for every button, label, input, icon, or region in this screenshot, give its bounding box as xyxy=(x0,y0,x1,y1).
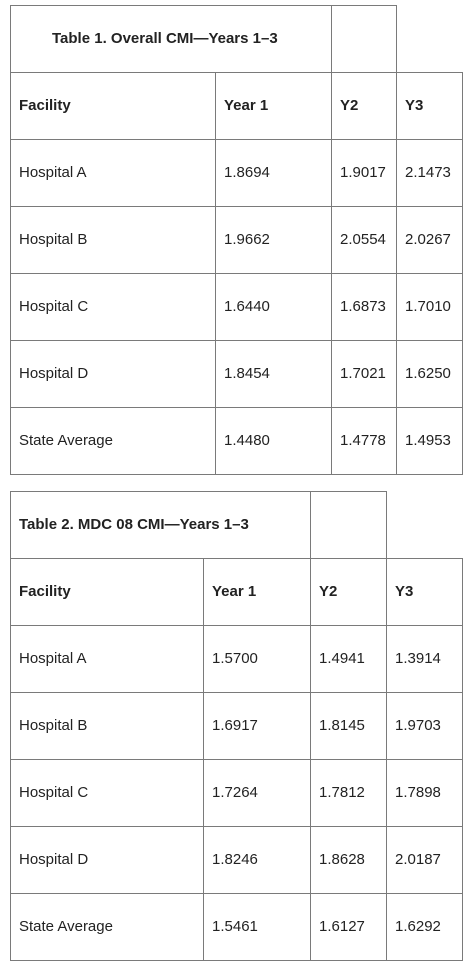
column-header-year1: Year 1 xyxy=(203,558,311,626)
table-row: Hospital D 1.8454 1.7021 1.6250 xyxy=(10,340,463,408)
column-header-y2: Y2 xyxy=(310,558,387,626)
table-row: Hospital B 1.6917 1.8145 1.9703 xyxy=(10,692,463,760)
y2-cell: 1.4941 xyxy=(310,625,387,693)
facility-cell: Hospital D xyxy=(10,340,216,408)
table-overall-cmi: Table 1. Overall CMI—Years 1–3 Facility … xyxy=(10,5,463,475)
y3-cell: 1.6292 xyxy=(386,893,463,961)
table-caption: Table 2. MDC 08 CMI—Years 1–3 xyxy=(10,491,311,559)
y2-cell: 1.8628 xyxy=(310,826,387,894)
table-row: Hospital B 1.9662 2.0554 2.0267 xyxy=(10,206,463,274)
y2-cell: 1.6873 xyxy=(331,273,397,341)
y3-cell: 1.9703 xyxy=(386,692,463,760)
table-caption: Table 1. Overall CMI—Years 1–3 xyxy=(10,5,332,73)
year1-cell: 1.5700 xyxy=(203,625,311,693)
y3-cell: 1.3914 xyxy=(386,625,463,693)
table-row: Hospital A 1.5700 1.4941 1.3914 xyxy=(10,625,463,693)
year1-cell: 1.8694 xyxy=(215,139,332,207)
table-row: Hospital A 1.8694 1.9017 2.1473 xyxy=(10,139,463,207)
header-row: Facility Year 1 Y2 Y3 xyxy=(10,558,463,626)
y3-cell: 2.0267 xyxy=(396,206,463,274)
table-row: State Average 1.5461 1.6127 1.6292 xyxy=(10,893,463,961)
facility-cell: State Average xyxy=(10,407,216,475)
y2-cell: 1.7812 xyxy=(310,759,387,827)
caption-empty-cell xyxy=(331,5,397,73)
facility-cell: Hospital A xyxy=(10,625,204,693)
facility-cell: Hospital C xyxy=(10,273,216,341)
column-header-y3: Y3 xyxy=(396,72,463,140)
y2-cell: 2.0554 xyxy=(331,206,397,274)
facility-cell: Hospital B xyxy=(10,692,204,760)
column-header-facility: Facility xyxy=(10,72,216,140)
facility-cell: Hospital D xyxy=(10,826,204,894)
caption-empty-cell xyxy=(310,491,387,559)
y2-cell: 1.7021 xyxy=(331,340,397,408)
facility-cell: State Average xyxy=(10,893,204,961)
caption-blank-area xyxy=(397,6,463,73)
y3-cell: 2.1473 xyxy=(396,139,463,207)
year1-cell: 1.8246 xyxy=(203,826,311,894)
y2-cell: 1.4778 xyxy=(331,407,397,475)
header-row: Facility Year 1 Y2 Y3 xyxy=(10,72,463,140)
table-row: State Average 1.4480 1.4778 1.4953 xyxy=(10,407,463,475)
facility-cell: Hospital A xyxy=(10,139,216,207)
year1-cell: 1.6917 xyxy=(203,692,311,760)
table-row: Hospital D 1.8246 1.8628 2.0187 xyxy=(10,826,463,894)
year1-cell: 1.7264 xyxy=(203,759,311,827)
year1-cell: 1.4480 xyxy=(215,407,332,475)
y3-cell: 1.4953 xyxy=(396,407,463,475)
facility-cell: Hospital B xyxy=(10,206,216,274)
year1-cell: 1.5461 xyxy=(203,893,311,961)
y2-cell: 1.8145 xyxy=(310,692,387,760)
year1-cell: 1.9662 xyxy=(215,206,332,274)
year1-cell: 1.6440 xyxy=(215,273,332,341)
facility-cell: Hospital C xyxy=(10,759,204,827)
y3-cell: 1.6250 xyxy=(396,340,463,408)
column-header-year1: Year 1 xyxy=(215,72,332,140)
caption-blank-area xyxy=(387,492,463,559)
table-row: Hospital C 1.7264 1.7812 1.7898 xyxy=(10,759,463,827)
column-header-y2: Y2 xyxy=(331,72,397,140)
table-mdc08-cmi: Table 2. MDC 08 CMI—Years 1–3 Facility Y… xyxy=(10,491,463,961)
y3-cell: 1.7010 xyxy=(396,273,463,341)
caption-row: Table 2. MDC 08 CMI—Years 1–3 xyxy=(10,491,463,559)
year1-cell: 1.8454 xyxy=(215,340,332,408)
y2-cell: 1.9017 xyxy=(331,139,397,207)
y2-cell: 1.6127 xyxy=(310,893,387,961)
y3-cell: 2.0187 xyxy=(386,826,463,894)
y3-cell: 1.7898 xyxy=(386,759,463,827)
column-header-facility: Facility xyxy=(10,558,204,626)
column-header-y3: Y3 xyxy=(386,558,463,626)
caption-row: Table 1. Overall CMI—Years 1–3 xyxy=(10,5,463,73)
table-row: Hospital C 1.6440 1.6873 1.7010 xyxy=(10,273,463,341)
